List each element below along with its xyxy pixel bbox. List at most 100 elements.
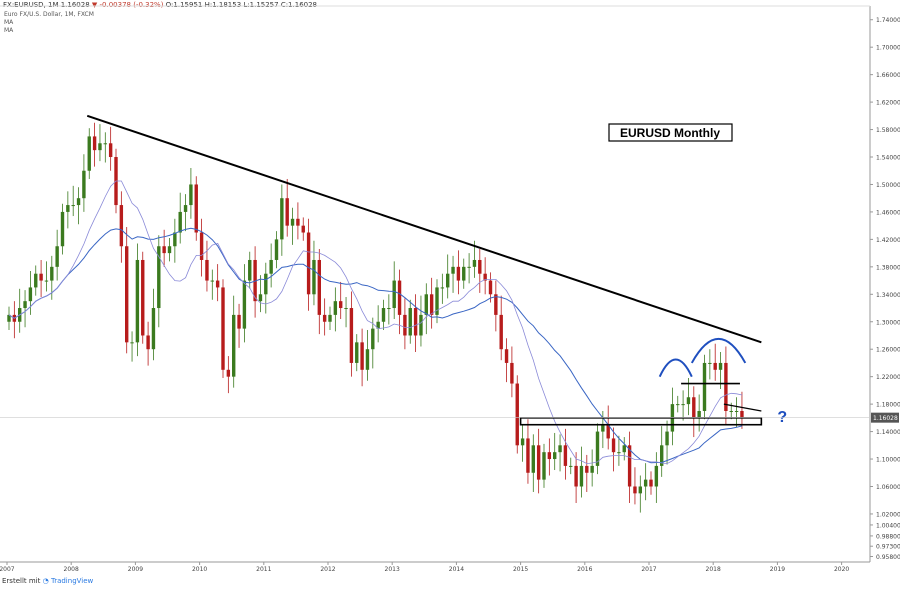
candle	[649, 471, 653, 495]
x-tick-label: 2007	[0, 566, 15, 573]
candle	[23, 290, 27, 328]
candle	[306, 218, 311, 311]
candle-body	[215, 280, 220, 288]
candle-body	[387, 308, 391, 310]
candle	[413, 294, 418, 352]
candle	[724, 346, 728, 425]
candle	[290, 207, 295, 245]
y-tick-label: 1.06000	[876, 484, 900, 491]
candle	[403, 298, 407, 350]
y-tick-label: 0.97300	[876, 544, 900, 551]
candle-body	[237, 314, 241, 329]
candle-body	[456, 266, 461, 281]
candle-body	[162, 246, 166, 254]
candle-body	[713, 362, 717, 370]
candle-body	[617, 452, 621, 454]
candle	[665, 420, 669, 465]
candle-body	[606, 424, 610, 439]
candle	[387, 294, 391, 325]
candle	[638, 475, 642, 513]
candle	[729, 402, 733, 420]
candle-body	[381, 308, 386, 322]
candle	[558, 434, 562, 472]
pennant-upper	[723, 403, 762, 412]
candle-body	[328, 314, 332, 322]
candle	[82, 154, 86, 212]
candle	[467, 253, 471, 284]
candle-body	[18, 308, 22, 322]
candle	[734, 397, 739, 428]
candle	[28, 270, 33, 315]
candle-body	[264, 273, 268, 295]
candle-body	[542, 452, 546, 480]
candle	[87, 128, 91, 179]
candle-body	[627, 445, 632, 487]
candle	[66, 191, 70, 229]
candles	[7, 122, 744, 513]
candle-body	[157, 246, 161, 309]
candle-body	[536, 445, 541, 480]
candle	[237, 303, 241, 348]
candle	[317, 248, 321, 335]
tradingview-logo[interactable]: ◔ TradingView	[42, 577, 94, 585]
candle	[633, 467, 637, 505]
candle	[141, 251, 145, 344]
candle	[536, 428, 541, 494]
candle	[408, 299, 412, 344]
candle-body	[569, 465, 573, 467]
candle-body	[654, 465, 659, 487]
candle	[296, 202, 300, 240]
candle	[12, 301, 17, 339]
candle-body	[50, 266, 54, 281]
made-with-label: Erstellt mit	[2, 577, 41, 585]
candle-body	[451, 266, 455, 274]
x-tick-label: 2018	[706, 566, 721, 573]
candle-body	[194, 184, 198, 233]
candle-body	[248, 259, 252, 281]
candle-body	[242, 280, 247, 329]
candle	[504, 338, 509, 383]
y-tick-label: 1.00400	[876, 522, 900, 529]
y-tick-label: 1.42000	[876, 237, 900, 244]
candle	[322, 298, 327, 336]
candle	[76, 187, 81, 225]
candle-body	[55, 246, 59, 267]
candle-body	[622, 445, 626, 453]
candle	[702, 354, 707, 420]
candle	[713, 343, 717, 381]
x-tick-label: 2019	[770, 566, 785, 573]
candle	[103, 132, 107, 163]
candle-body	[28, 287, 33, 302]
candle-body	[708, 362, 712, 364]
candle-body	[563, 445, 568, 466]
candle-body	[660, 445, 664, 466]
candle-body	[98, 143, 102, 151]
candle	[167, 238, 172, 262]
candle-body	[60, 211, 65, 247]
x-tick-label: 2014	[449, 566, 464, 573]
candle	[676, 395, 680, 413]
candle	[108, 126, 113, 171]
symbol-label: FX:EURUSD, 1M 1.16028	[3, 1, 90, 9]
ma-fast-line	[8, 180, 743, 465]
candle-body	[285, 198, 289, 226]
candle-body	[167, 246, 172, 254]
candle-body	[76, 198, 81, 206]
candle-body	[349, 308, 354, 363]
candle-body	[729, 410, 733, 412]
candle-body	[665, 431, 669, 446]
candle-body	[585, 465, 589, 473]
candle	[274, 231, 279, 269]
ma-legend-1: MA	[4, 19, 14, 26]
candle	[210, 269, 214, 300]
candle-body	[643, 479, 648, 487]
ma-slow-line	[8, 227, 743, 464]
candle	[253, 246, 257, 318]
candle	[456, 250, 461, 295]
candle-body	[429, 294, 434, 315]
candle	[371, 317, 375, 369]
candle	[708, 349, 712, 380]
candle	[494, 280, 498, 332]
y-tick-label: 1.02000	[876, 511, 900, 518]
y-tick-label: 1.74000	[876, 17, 900, 24]
